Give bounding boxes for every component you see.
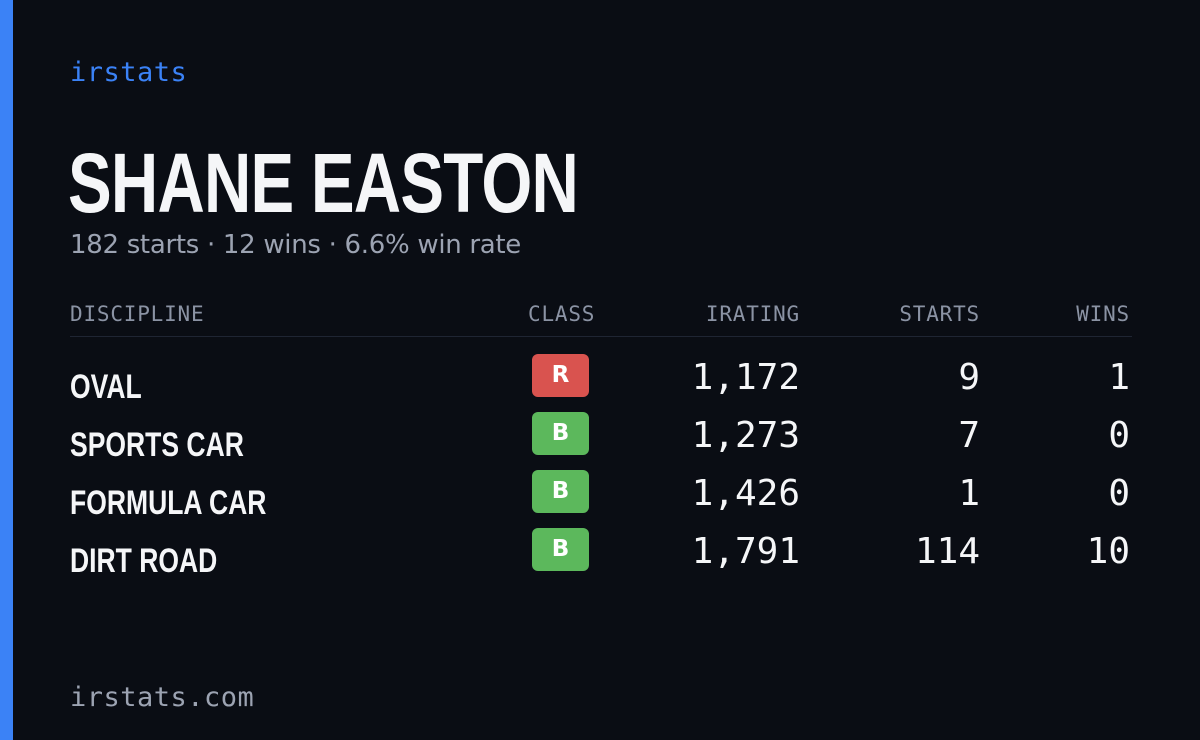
header-wins: WINS	[1076, 302, 1130, 326]
header-class: CLASS	[528, 302, 596, 326]
header-starts: STARTS	[899, 302, 980, 326]
wins-value: 0	[1108, 473, 1130, 514]
table-row: SPORTS CAR B 1,273 7 0	[70, 412, 1132, 470]
wins-value: 1	[1108, 357, 1130, 398]
starts-value: 114	[914, 531, 980, 572]
table-row: OVAL R 1,172 9 1	[70, 354, 1132, 412]
wins-value: 0	[1108, 415, 1130, 456]
discipline-name: SPORTS CAR	[70, 426, 244, 464]
starts-value: 9	[958, 357, 980, 398]
license-class-badge: B	[532, 470, 589, 513]
license-class-badge: R	[532, 354, 589, 397]
player-summary: 182 starts · 12 wins · 6.6% win rate	[70, 230, 522, 260]
footer-url: irstats.com	[70, 682, 255, 713]
table-row: DIRT ROAD B 1,791 114 10	[70, 528, 1132, 586]
table-row: FORMULA CAR B 1,426 1 0	[70, 470, 1132, 528]
license-class-badge: B	[532, 412, 589, 455]
accent-bar	[0, 0, 13, 740]
wins-value: 10	[1086, 531, 1130, 572]
irating-value: 1,172	[691, 357, 800, 398]
irating-value: 1,791	[691, 531, 800, 572]
table-header: DISCIPLINE CLASS IRATING STARTS WINS	[70, 298, 1132, 337]
discipline-name: OVAL	[70, 368, 142, 406]
header-irating: IRATING	[705, 302, 800, 326]
discipline-name: DIRT ROAD	[70, 542, 218, 580]
irating-value: 1,426	[691, 473, 800, 514]
license-class-badge: B	[532, 528, 589, 571]
starts-value: 7	[958, 415, 980, 456]
ratings-table: DISCIPLINE CLASS IRATING STARTS WINS OVA…	[70, 298, 1132, 580]
irating-value: 1,273	[691, 415, 800, 456]
header-discipline: DISCIPLINE	[70, 302, 205, 326]
player-name: SHANE EASTON	[68, 136, 579, 230]
starts-value: 1	[958, 473, 980, 514]
discipline-name: FORMULA CAR	[70, 484, 267, 522]
brand-logo-text: irstats	[70, 57, 188, 88]
